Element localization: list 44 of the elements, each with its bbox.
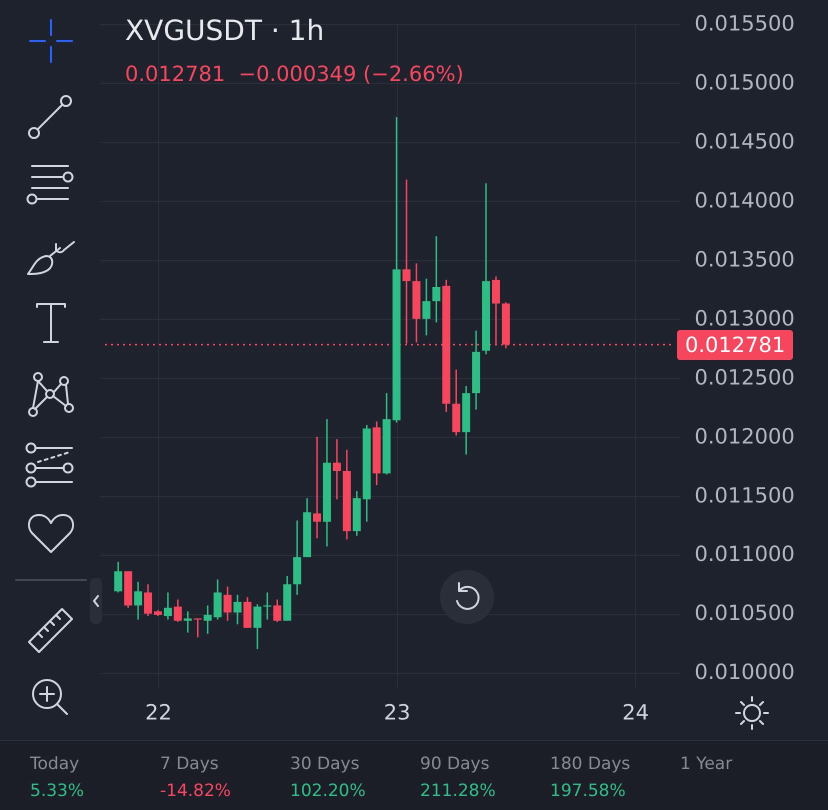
text: 180 Days (550, 754, 630, 774)
y-tick-label: 0.010000 (694, 660, 795, 684)
text: 211.28% (420, 781, 496, 801)
candlestick (273, 598, 282, 623)
text: 0.012781 −0.000349 (−2.66%) (125, 62, 464, 86)
y-tick-label: 0.012000 (694, 424, 795, 448)
x-tick-label: 24 (622, 700, 650, 724)
candlestick (332, 438, 341, 500)
candlestick (432, 236, 440, 324)
y-tick-label: 0.013000 (694, 306, 795, 330)
text: 90 Days (420, 754, 490, 774)
candlestick (114, 561, 122, 594)
candlestick (174, 598, 182, 623)
y-tick-label: 0.011500 (694, 483, 795, 508)
y-tick-label: 0.013500 (694, 247, 795, 272)
x-tick-label: 22 (145, 700, 172, 724)
text: 102.20% (290, 781, 366, 801)
y-tick-label: 0.012500 (694, 365, 795, 390)
candlestick (253, 604, 262, 650)
candlestick (134, 581, 142, 620)
candlestick (164, 592, 172, 620)
candlestick (233, 594, 242, 626)
y-tick-label: 0.015000 (694, 70, 795, 94)
text: 1 Year (680, 754, 732, 774)
y-tick-label: 0.015500 (694, 12, 795, 36)
text: 30 Days (290, 754, 360, 774)
candlestick (204, 604, 212, 634)
chart-title: XVGUSDT · 1h (125, 14, 324, 47)
candlestick (313, 436, 322, 539)
text: 5.33% (30, 781, 84, 801)
ref-line-label: 0.012781 (677, 330, 794, 360)
y-tick-label: 0.010500 (694, 601, 795, 626)
y-tick-label: 0.011000 (694, 542, 795, 566)
candlestick (144, 583, 152, 617)
text: Today (30, 754, 80, 774)
text: 7 Days (160, 754, 219, 774)
y-tick-label: 0.014000 (694, 188, 795, 212)
text: 197.58% (550, 781, 626, 801)
candlestick (184, 610, 192, 634)
text: -14.82% (160, 781, 231, 801)
x-tick-label: 23 (384, 700, 410, 724)
y-tick-label: 0.014500 (694, 129, 795, 154)
candlestick (422, 278, 430, 336)
candlestick (224, 586, 232, 622)
